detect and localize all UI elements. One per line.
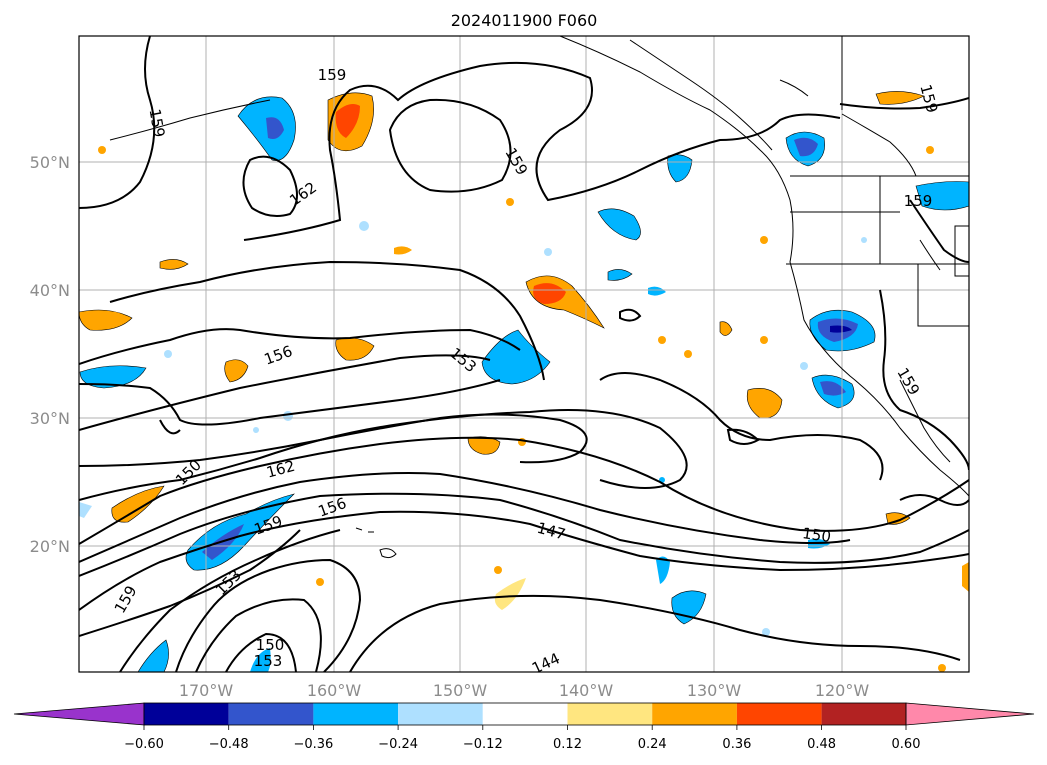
map-frame xyxy=(78,35,970,673)
colorbar-tick-label: 0.60 xyxy=(892,737,921,752)
height-contours xyxy=(79,36,969,672)
colorbar-tick-label: 0.48 xyxy=(807,737,836,752)
positive-dot xyxy=(938,664,946,672)
latitude-labels: 50°N 40°N 30°N 20°N xyxy=(30,153,70,556)
colorbar-segment xyxy=(821,703,906,725)
colorbar-extend-low xyxy=(13,702,145,726)
negative-deep xyxy=(830,325,852,333)
positive-patch xyxy=(875,91,925,105)
positive-patch xyxy=(335,337,375,361)
negative-core xyxy=(266,117,284,139)
negative-dot xyxy=(283,411,293,421)
negative-patch xyxy=(79,502,92,518)
positive-patch xyxy=(962,562,969,592)
negative-patch xyxy=(656,556,670,584)
colorbar-tick-label: −0.48 xyxy=(209,737,249,752)
longitude-labels: 170°W 160°W 150°W 140°W 130°W 120°W xyxy=(179,681,870,700)
positive-patch xyxy=(394,246,412,255)
colorbar-extend-high xyxy=(905,702,1035,726)
colorbar-ticks xyxy=(143,725,907,730)
negative-dot xyxy=(800,362,808,370)
negative-patch xyxy=(597,208,641,241)
graticule xyxy=(79,36,969,672)
colorbar-tick-label: −0.36 xyxy=(293,737,333,752)
contour-label: 159 xyxy=(146,107,169,138)
colorbar-tick-label: 0.12 xyxy=(553,737,582,752)
negative-patch xyxy=(607,269,633,281)
lon-label: 140°W xyxy=(559,681,614,700)
colorbar: −0.60 −0.48 −0.36 −0.24 −0.12 0.12 0.24 … xyxy=(13,702,1035,752)
lon-label: 170°W xyxy=(179,681,234,700)
contour-label: 159 xyxy=(318,66,347,84)
positive-patch xyxy=(885,512,911,525)
negative-core xyxy=(820,381,846,396)
colorbar-segment xyxy=(228,703,314,725)
positive-dot xyxy=(658,336,666,344)
positive-dot xyxy=(926,146,934,154)
colorbar-tick-label: −0.60 xyxy=(124,737,164,752)
negative-patch xyxy=(137,639,169,672)
colorbar-tick-label: 0.36 xyxy=(722,737,751,752)
colorbar-segment xyxy=(482,703,568,725)
negative-dot xyxy=(544,248,552,256)
lat-label: 40°N xyxy=(30,281,70,300)
positive-patch xyxy=(746,388,783,419)
negative-dot xyxy=(762,628,770,636)
positive-dot xyxy=(494,566,502,574)
lat-label: 20°N xyxy=(30,537,70,556)
colorbar-outline xyxy=(143,702,907,726)
positive-patch xyxy=(494,578,526,610)
colorbar-segment xyxy=(313,703,399,725)
negative-dot xyxy=(861,237,867,243)
figure-title: 2024011900 F060 xyxy=(451,11,598,30)
positive-dot xyxy=(506,198,514,206)
negative-dot xyxy=(164,350,172,358)
negative-patch xyxy=(237,96,296,161)
lon-label: 160°W xyxy=(307,681,362,700)
lon-label: 120°W xyxy=(815,681,870,700)
map-panel: 159 159 162 159 159 159 156 153 150 162 … xyxy=(78,35,970,673)
negative-dot xyxy=(359,221,369,231)
negative-patch xyxy=(648,286,666,296)
colorbar-tick-label: 0.24 xyxy=(638,737,667,752)
contour-label: 150 xyxy=(801,524,832,546)
positive-dot xyxy=(760,336,768,344)
contour-label: 159 xyxy=(904,192,933,210)
contour-label: 150 xyxy=(256,636,285,654)
positive-patch xyxy=(79,309,133,331)
positive-dot xyxy=(684,350,692,358)
colorbar-tick-label: −0.24 xyxy=(378,737,418,752)
lat-label: 50°N xyxy=(30,153,70,172)
lon-label: 150°W xyxy=(433,681,488,700)
positive-core xyxy=(533,283,566,304)
positive-core xyxy=(335,104,360,138)
colorbar-tick-label: −0.12 xyxy=(463,737,503,752)
negative-patch xyxy=(250,648,271,672)
negative-patch xyxy=(915,181,969,211)
lon-label: 130°W xyxy=(687,681,742,700)
positive-patch xyxy=(159,259,189,270)
colorbar-segment xyxy=(736,703,822,725)
positive-patch xyxy=(224,359,249,383)
coastlines xyxy=(109,36,969,559)
colorbar-segment xyxy=(398,703,483,725)
positive-dot xyxy=(98,146,106,154)
lat-label: 30°N xyxy=(30,409,70,428)
colorbar-segment xyxy=(567,703,653,725)
negative-core xyxy=(794,137,818,157)
negative-dot xyxy=(253,427,259,433)
positive-patch xyxy=(719,321,733,336)
contour-label: 153 xyxy=(254,652,283,670)
colorbar-segment xyxy=(144,703,229,725)
positive-dot xyxy=(760,236,768,244)
positive-patch xyxy=(111,485,165,523)
positive-dot xyxy=(316,578,324,586)
colorbar-segment xyxy=(652,703,737,725)
